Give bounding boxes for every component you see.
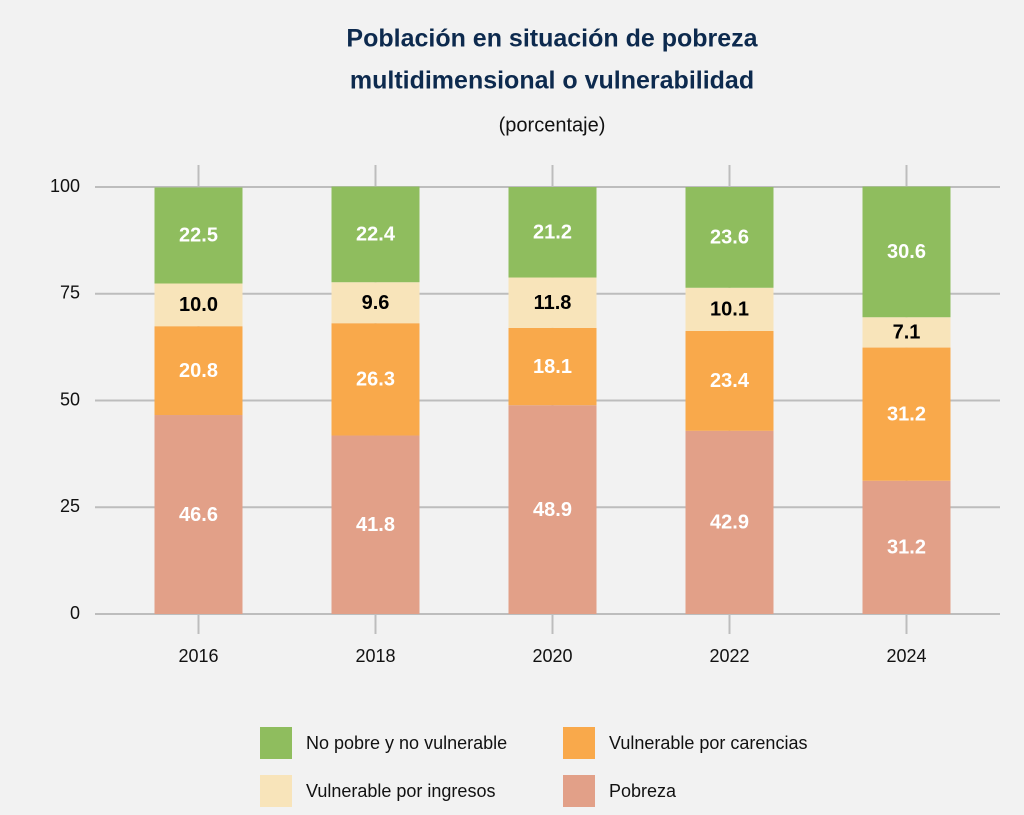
value-label: 48.9 — [533, 499, 572, 521]
value-label: 23.6 — [710, 227, 749, 249]
value-label: 41.8 — [356, 514, 395, 536]
x-tick-label: 2022 — [709, 646, 749, 666]
value-label: 31.2 — [887, 537, 926, 559]
bar-segment — [508, 405, 597, 614]
y-tick-label: 75 — [60, 283, 80, 303]
bar-segment — [154, 415, 243, 614]
chart-title: multidimensional o vulnerabilidad — [350, 67, 754, 95]
bar-segment — [331, 323, 420, 436]
y-tick-label: 0 — [70, 603, 80, 623]
value-label: 23.4 — [710, 370, 750, 392]
value-label: 10.0 — [179, 294, 218, 316]
value-label: 46.6 — [179, 504, 218, 526]
legend-label: Vulnerable por carencias — [609, 733, 807, 753]
bar-segment — [508, 327, 597, 406]
x-tick-label: 2024 — [886, 646, 926, 666]
bar-segment — [154, 326, 243, 416]
value-label: 26.3 — [356, 369, 395, 391]
bar-segment — [685, 430, 774, 614]
legend-swatch — [563, 727, 595, 759]
value-label: 20.8 — [179, 360, 218, 382]
x-tick-label: 2016 — [178, 646, 218, 666]
value-label: 22.4 — [356, 224, 396, 246]
bar-segment — [862, 317, 951, 348]
value-label: 7.1 — [893, 322, 921, 344]
x-tick-label: 2020 — [532, 646, 572, 666]
legend-swatch — [260, 727, 292, 759]
bar-segment — [154, 283, 243, 327]
bar-segment — [154, 187, 243, 284]
bar-segment — [508, 187, 597, 278]
bar-segment — [685, 330, 774, 431]
bar-segment — [685, 187, 774, 288]
bar-segment — [862, 347, 951, 481]
bar-segment — [331, 435, 420, 614]
y-tick-label: 25 — [60, 496, 80, 516]
legend-swatch — [563, 775, 595, 807]
value-label: 9.6 — [362, 292, 390, 314]
y-tick-label: 100 — [50, 176, 80, 196]
bar-segment — [685, 287, 774, 331]
bar-segment — [331, 186, 420, 283]
legend-label: Vulnerable por ingresos — [306, 781, 495, 801]
value-label: 11.8 — [534, 292, 572, 314]
legend-label: Pobreza — [609, 781, 677, 801]
bar-segment — [331, 282, 420, 324]
chart-title: Población en situación de pobreza — [346, 25, 758, 53]
bar-segment — [862, 480, 951, 614]
value-label: 18.1 — [533, 356, 572, 378]
value-label: 22.5 — [179, 225, 218, 247]
bar-segment — [508, 277, 597, 328]
value-label: 10.1 — [710, 299, 749, 321]
y-tick-label: 50 — [60, 389, 80, 409]
value-label: 31.2 — [887, 403, 926, 425]
x-tick-label: 2018 — [355, 646, 395, 666]
legend-swatch — [260, 775, 292, 807]
legend-label: No pobre y no vulnerable — [306, 733, 507, 753]
value-label: 21.2 — [533, 222, 572, 244]
bar-segment — [862, 186, 951, 318]
value-label: 30.6 — [887, 241, 926, 263]
value-label: 42.9 — [710, 512, 749, 534]
chart-subtitle: (porcentaje) — [499, 114, 606, 136]
